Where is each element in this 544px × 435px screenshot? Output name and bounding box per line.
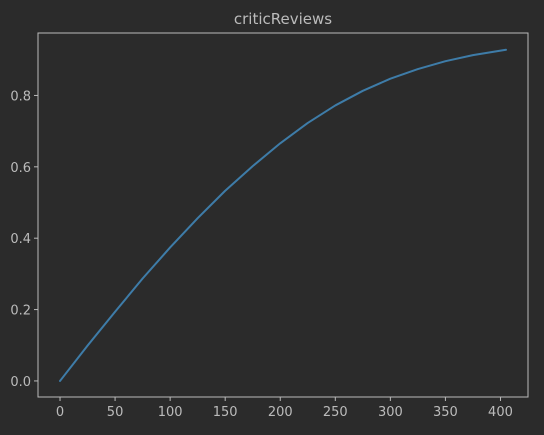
x-tick-label: 200 — [268, 405, 293, 420]
x-tick-label: 400 — [488, 405, 513, 420]
chart-title: criticReviews — [234, 10, 332, 28]
y-tick-label: 0.8 — [10, 89, 31, 104]
plot-frame — [37, 32, 529, 398]
x-axis: 0 50 100 150 200 250 300 350 400 — [56, 397, 513, 420]
x-tick-label: 150 — [213, 405, 238, 420]
y-tick-label: 0.6 — [10, 161, 31, 176]
y-tick-label: 0.2 — [10, 304, 31, 319]
x-tick-label: 350 — [433, 405, 458, 420]
y-tick-label: 0.0 — [10, 375, 31, 390]
x-tick-label: 250 — [323, 405, 348, 420]
x-tick-label: 100 — [158, 405, 183, 420]
y-tick-label: 0.4 — [10, 232, 31, 247]
x-tick-label: 0 — [56, 405, 64, 420]
y-axis: 0.0 0.2 0.4 0.6 0.8 — [10, 89, 38, 390]
series-layer — [59, 48, 507, 382]
x-tick-label: 300 — [378, 405, 403, 420]
x-tick-label: 50 — [107, 405, 124, 420]
series-line — [59, 48, 507, 382]
